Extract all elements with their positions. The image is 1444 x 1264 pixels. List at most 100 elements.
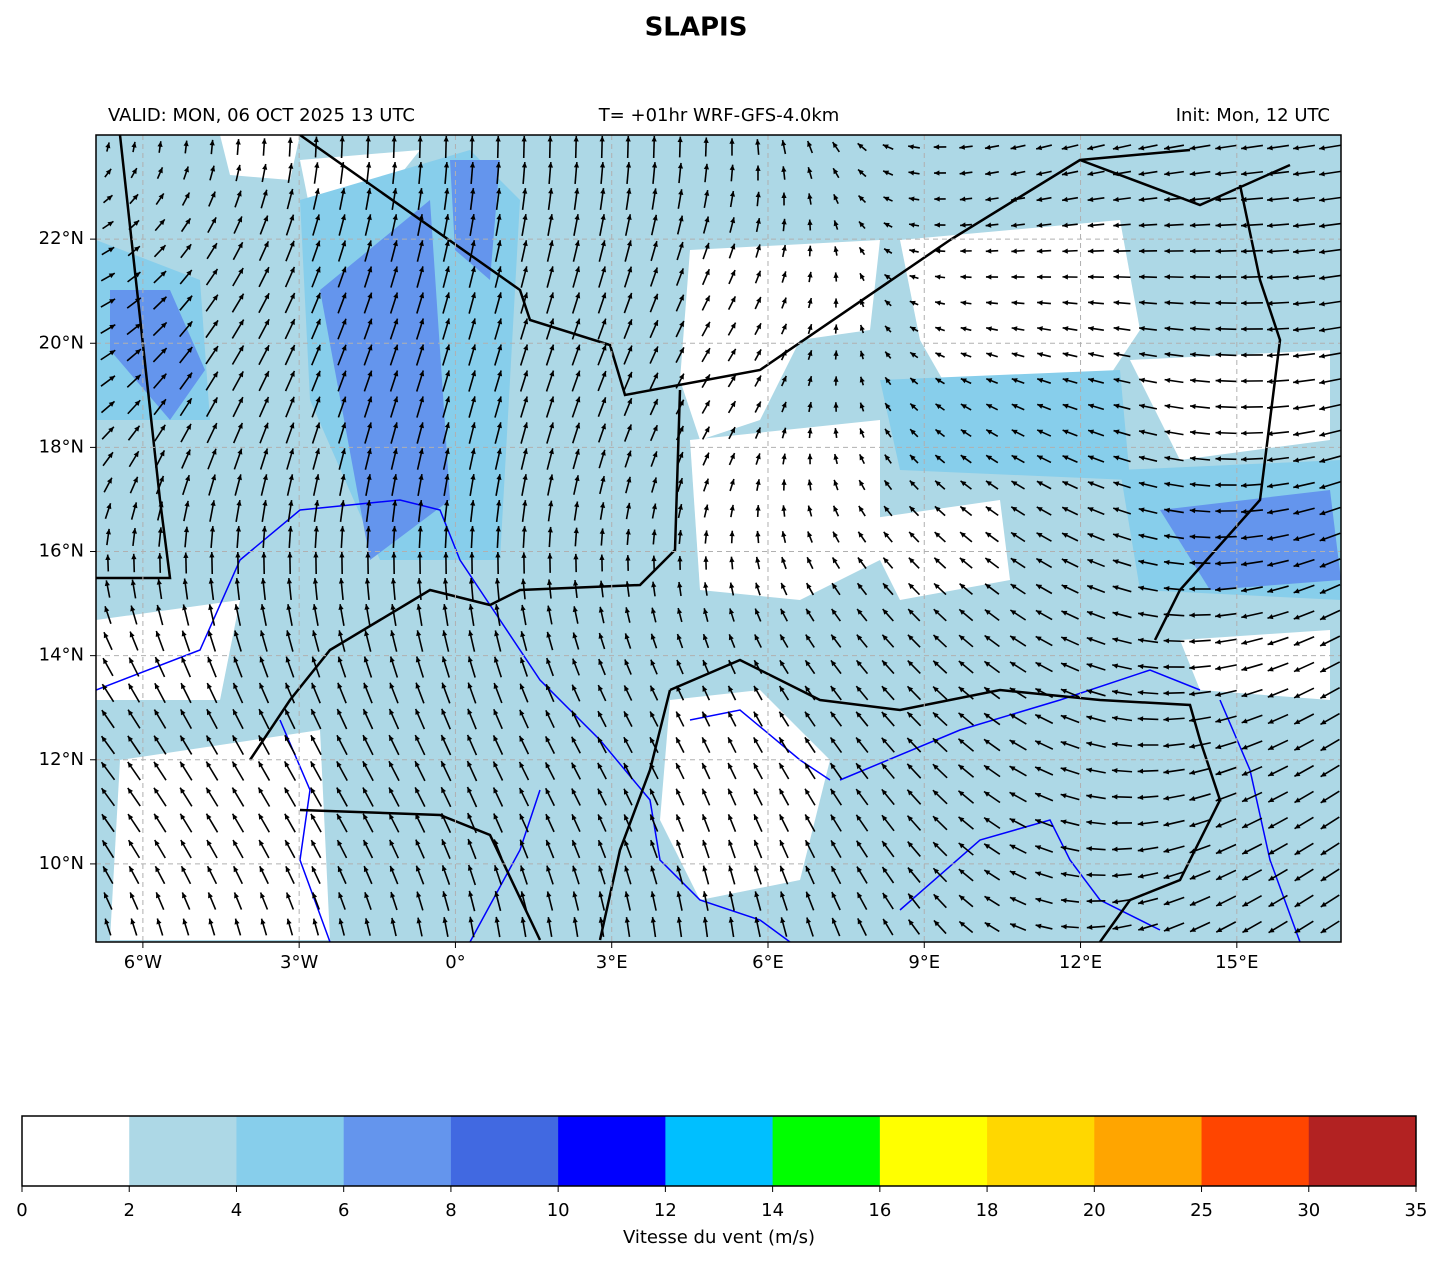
wind-arrow-head [234, 578, 240, 584]
wind-arrow-head [857, 608, 863, 615]
wind-arrow-head [703, 582, 709, 589]
wind-arrow-head [549, 318, 555, 325]
wind-arrow-head [1319, 327, 1325, 333]
wind-arrow-head [521, 136, 527, 142]
wind-arrow-head [258, 787, 264, 794]
wind-arrow-head [627, 371, 633, 378]
colorbar-block [450, 1116, 559, 1186]
wind-arrow-head [392, 214, 398, 221]
wind-arrow-head [935, 326, 942, 332]
wind-arrow-head [1164, 171, 1170, 177]
wind-arrow-head [1112, 689, 1118, 695]
wind-arrow-head [910, 352, 917, 358]
wind-arrow-head [366, 474, 372, 480]
wind-arrow-head [704, 190, 710, 196]
wind-arrow-head [367, 370, 373, 377]
wind-arrow-head [781, 166, 787, 172]
colorbar-tick-label: 25 [1190, 1200, 1213, 1221]
wind-arrow-head [131, 528, 138, 534]
wind-arrow-head [601, 397, 607, 404]
wind-arrow-head [907, 867, 914, 874]
wind-arrow-head [1010, 635, 1017, 642]
wind-arrow-head [627, 398, 632, 405]
wind-arrow-head [262, 500, 268, 506]
wind-arrow-head [883, 918, 889, 925]
wind-arrow-head [960, 455, 967, 461]
wind-arrow-head [985, 558, 992, 564]
wind-arrow-head [1320, 745, 1327, 751]
wind-arrow-head [728, 891, 734, 898]
wind-arrow-head [984, 922, 991, 928]
wind-arrow-head [574, 449, 580, 455]
wind-arrow-head [1267, 640, 1274, 646]
wind-arrow-head [549, 370, 555, 377]
wind-arrow-head [934, 506, 941, 512]
wind-arrow-head [209, 526, 216, 532]
wind-arrow-head [728, 762, 733, 769]
wind-arrow-head [363, 656, 369, 663]
wind-arrow-head [650, 607, 657, 614]
wind-arrow-head [831, 634, 837, 641]
wind-arrow-head [417, 526, 423, 532]
wind-arrow-head [263, 241, 269, 248]
wind-arrow-head [933, 894, 940, 901]
colorbar-tick-label: 2 [124, 1200, 135, 1221]
wind-arrow-head [549, 422, 555, 429]
wind-arrow-head [341, 266, 347, 273]
wind-arrow-head [753, 711, 759, 718]
wind-arrow-head [650, 763, 655, 770]
wind-arrow-head [444, 240, 450, 247]
wind-arrow-head [311, 709, 316, 716]
wind-arrow-head [730, 348, 736, 355]
wind-arrow-head [1062, 481, 1069, 487]
wind-arrow-head [467, 656, 473, 663]
wind-arrow-head [729, 608, 735, 615]
wind-arrow-head [1036, 558, 1043, 564]
wind-arrow-head [206, 787, 212, 794]
wind-arrow-head [340, 474, 346, 481]
wind-arrow-head [1267, 248, 1273, 254]
wind-arrow-head [653, 372, 658, 379]
wind-arrow-head [883, 196, 890, 202]
wind-arrow-head [388, 761, 394, 768]
wind-arrow-head [600, 188, 606, 194]
wind-arrow-head [882, 841, 888, 847]
wind-arrow-head [520, 917, 526, 923]
wind-arrow-head [260, 604, 266, 611]
wind-arrow-head [881, 686, 888, 692]
wind-arrow-head [310, 735, 316, 742]
wind-arrow-head [1163, 664, 1169, 670]
wind-arrow-head [469, 162, 476, 168]
wind-arrow-head [1189, 586, 1195, 592]
wind-arrow-head [755, 582, 761, 589]
wind-arrow-head [262, 164, 268, 170]
wind-arrow-head [367, 292, 373, 299]
wind-arrow-head [1037, 455, 1044, 461]
wind-arrow-head [284, 735, 290, 742]
wind-arrow-head [522, 474, 528, 480]
wind-arrow-head [1139, 325, 1145, 332]
wind-arrow-head [1086, 611, 1093, 616]
wind-arrow-head [702, 763, 707, 770]
wind-arrow-head [288, 474, 294, 481]
wind-arrow-head [833, 298, 839, 304]
wind-arrow-head [390, 578, 397, 584]
wind-arrow-head [1267, 196, 1273, 203]
wind-arrow-head [573, 527, 579, 534]
wind-arrow-head [909, 531, 915, 538]
wind-arrow-head [519, 683, 525, 690]
wind-arrow-head [678, 452, 684, 459]
wind-arrow-head [1215, 171, 1221, 177]
wind-arrow-head [496, 214, 502, 220]
wind-arrow-head [341, 318, 347, 325]
wind-arrow-head [418, 422, 424, 429]
wind-arrow-head [419, 292, 425, 299]
wind-arrow-head [441, 865, 447, 872]
wind-arrow-head [1164, 403, 1171, 409]
wind-arrow-head [729, 504, 735, 511]
wind-arrow-head [1113, 274, 1119, 280]
wind-arrow-head [367, 318, 373, 325]
wind-arrow-head [181, 656, 187, 663]
wind-arrow-head [986, 352, 993, 358]
wind-arrow-head [574, 266, 581, 273]
